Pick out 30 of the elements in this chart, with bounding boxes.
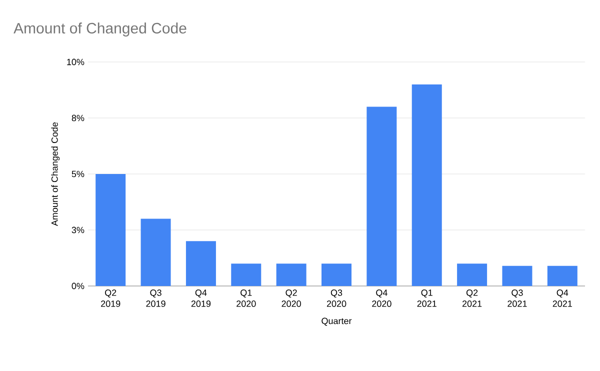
y-tick-label: 0%: [72, 282, 84, 290]
x-tick-label: Q3 2021: [508, 290, 527, 307]
x-tick-label: Q3 2019: [146, 290, 166, 307]
x-tick-label: Q4 2019: [191, 290, 211, 307]
y-tick-label: 5%: [72, 170, 84, 178]
y-axis-title: Amount of Changed Code: [51, 122, 60, 226]
bar: [140, 218, 171, 286]
bar: [231, 264, 262, 286]
bar: [276, 264, 306, 286]
y-tick-label: 10%: [67, 58, 84, 66]
y-tick-label: 8%: [72, 114, 84, 122]
bar: [366, 106, 397, 286]
bar: [412, 84, 442, 286]
x-tick-label: Q2 2020: [282, 290, 301, 307]
bar: [547, 266, 578, 286]
bar: [457, 264, 488, 286]
bar: [186, 241, 216, 286]
x-axis-title: Quarter: [322, 318, 352, 326]
x-tick-label: Q3 2020: [326, 290, 346, 307]
bar: [96, 174, 126, 286]
x-tick-label: Q1 2020: [236, 290, 256, 307]
x-tick-label: Q2 2019: [101, 290, 120, 307]
chart-title: Amount of Changed Code: [14, 22, 186, 36]
y-tick-label: 3%: [72, 226, 84, 234]
x-tick-label: Q4 2020: [372, 290, 392, 307]
bar: [502, 266, 532, 286]
bar: [322, 264, 352, 286]
x-tick-label: Q4 2021: [552, 290, 572, 307]
x-tick-label: Q2 2021: [462, 290, 482, 307]
x-tick-label: Q1 2021: [417, 290, 436, 307]
